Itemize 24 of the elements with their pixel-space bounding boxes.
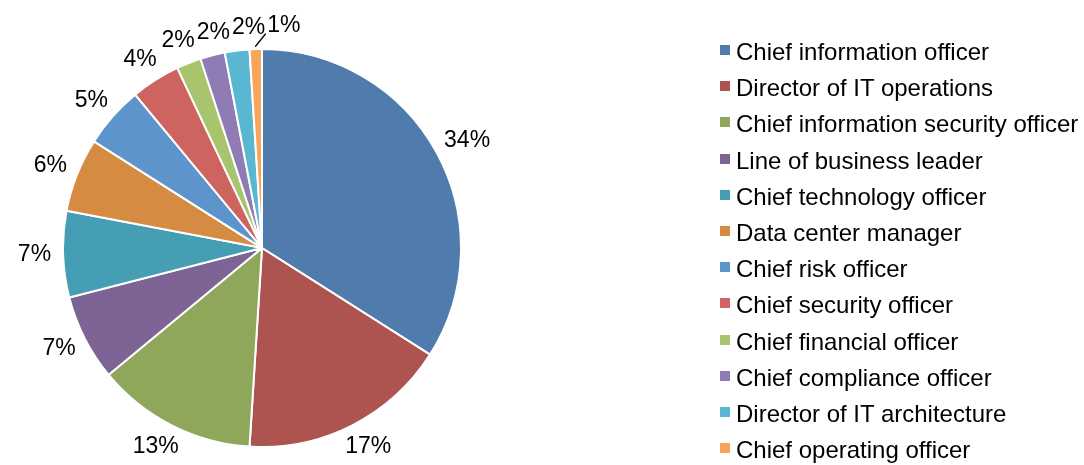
data-label: 1% [267,10,301,37]
data-label: 4% [123,45,157,72]
legend-label: Chief information security officer [736,110,1079,139]
legend-label: Chief information officer [736,38,990,67]
legend-label: Chief financial officer [736,327,959,356]
legend-label: Line of business leader [736,146,983,175]
data-label: 13% [132,431,179,458]
legend-label: Chief technology officer [736,182,987,211]
data-label: 17% [345,431,392,458]
data-label: 7% [42,334,76,361]
legend-label: Chief security officer [736,291,953,320]
data-label: 34% [444,126,491,153]
legend-label: Director of IT architecture [736,399,1007,428]
data-label: 2% [196,17,231,44]
legend-label: Director of IT operations [736,74,994,103]
legend-label: Chief operating officer [736,436,971,465]
legend-label: Data center manager [736,219,962,248]
data-label: 7% [17,240,52,267]
data-label: 2% [161,26,195,53]
legend-label: Chief risk officer [736,255,908,284]
data-label: 5% [74,86,108,113]
legend-label: Chief compliance officer [736,363,992,392]
data-label: 2% [232,12,266,39]
data-label: 6% [33,151,67,178]
